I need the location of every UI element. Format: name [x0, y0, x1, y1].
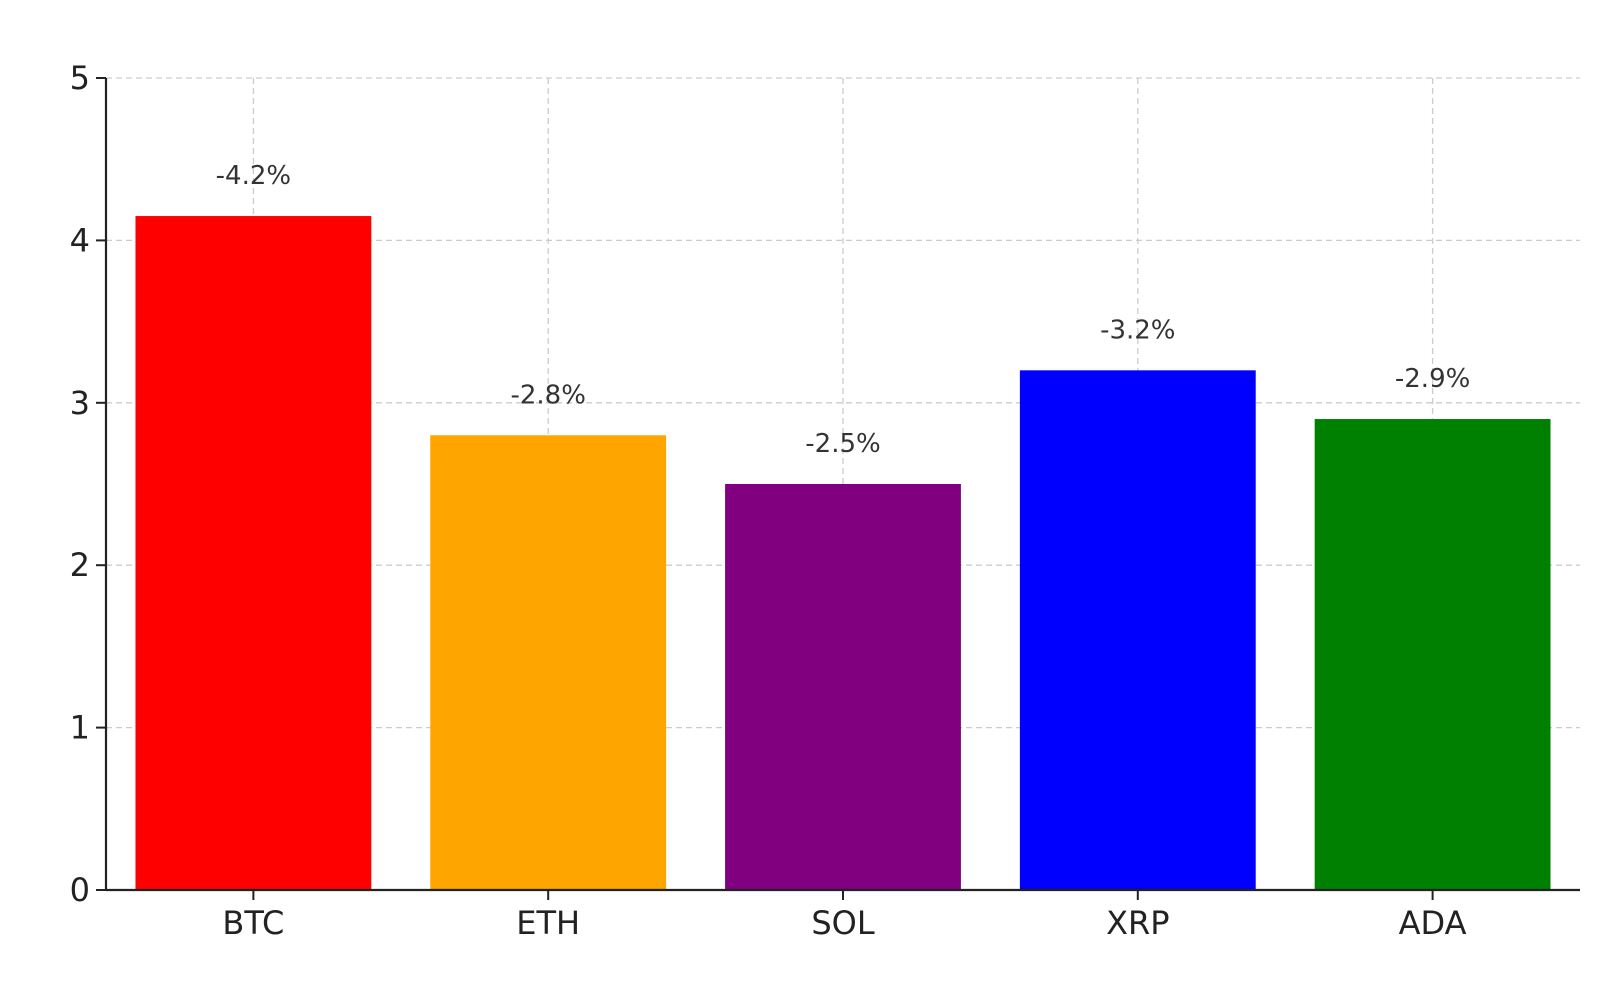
bar-value-label-sol: -2.5% — [805, 429, 880, 459]
x-tick-label-eth: ETH — [516, 904, 580, 942]
bar-eth — [430, 435, 667, 890]
bars — [135, 216, 1551, 891]
bar-ada — [1314, 419, 1551, 890]
bar-sol — [725, 484, 961, 890]
x-tick-label-btc: BTC — [222, 904, 284, 942]
x-tick-label-xrp: XRP — [1106, 904, 1169, 942]
bar-xrp — [1019, 370, 1256, 890]
y-tick-label: 3 — [70, 384, 90, 422]
axes: 0 1 2 3 4 5 BTC ETH SOL XRP ADA — [70, 59, 1580, 942]
bar-value-label-xrp: -3.2% — [1100, 315, 1175, 345]
x-tick-label-sol: SOL — [811, 904, 875, 942]
y-tick-label: 0 — [70, 871, 90, 909]
bar-value-label-eth: -2.8% — [510, 380, 585, 410]
y-tick-label: 4 — [70, 221, 90, 259]
bar-value-label-btc: -4.2% — [216, 161, 291, 191]
x-tick-label-ada: ADA — [1399, 904, 1467, 942]
bar-value-label-ada: -2.9% — [1395, 364, 1470, 394]
y-tick-label: 5 — [70, 59, 90, 97]
bar-btc — [135, 216, 372, 891]
bar-value-labels: -4.2% -2.8% -2.5% -3.2% -2.9% — [216, 161, 1471, 459]
y-tick-label: 2 — [70, 546, 90, 584]
y-tick-label: 1 — [70, 709, 90, 747]
